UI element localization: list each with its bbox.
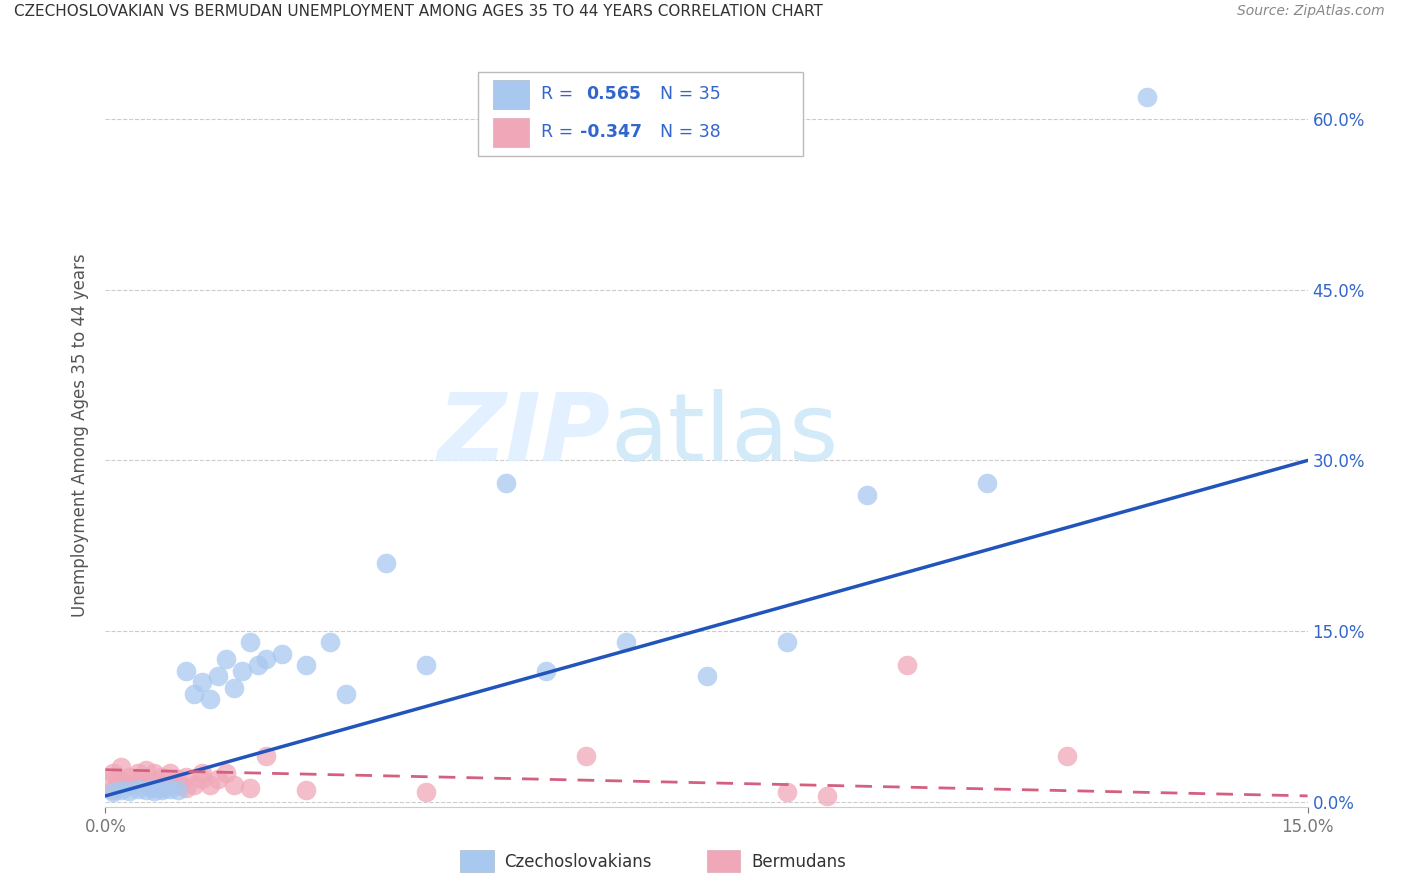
Point [534, 664, 557, 678]
Point [159, 766, 181, 780]
Point [254, 652, 277, 666]
Point [1056, 749, 1078, 764]
Point [103, 766, 125, 780]
Text: N = 35: N = 35 [648, 86, 720, 103]
Point [295, 658, 318, 673]
Point [127, 774, 149, 789]
Point [135, 783, 157, 797]
FancyBboxPatch shape [478, 72, 803, 155]
Point [415, 658, 437, 673]
Point [374, 556, 398, 570]
Point [159, 782, 181, 797]
Point [174, 780, 197, 795]
Bar [492, 80, 529, 109]
Point [110, 783, 132, 797]
Point [150, 780, 173, 795]
Point [183, 778, 205, 792]
Point [855, 487, 877, 501]
Point [159, 778, 181, 792]
Point [207, 772, 229, 786]
Point [103, 783, 125, 797]
Point [254, 749, 277, 764]
Point [150, 770, 173, 784]
Point [696, 669, 718, 683]
Point [214, 652, 236, 666]
Point [776, 785, 799, 799]
Point [222, 778, 245, 792]
Text: Bermudans: Bermudans [751, 853, 846, 871]
Point [776, 635, 799, 649]
Bar [492, 119, 529, 146]
Bar [707, 850, 740, 872]
Point [495, 476, 517, 491]
Point [976, 476, 998, 491]
Text: Source: ZipAtlas.com: Source: ZipAtlas.com [1237, 4, 1385, 19]
Point [896, 658, 918, 673]
Point [174, 770, 197, 784]
Point [110, 760, 132, 774]
Point [239, 780, 262, 795]
Point [616, 635, 638, 649]
Text: R =: R = [541, 86, 583, 103]
Point [107, 772, 129, 786]
Point [319, 635, 342, 649]
Point [815, 789, 838, 803]
Point [190, 766, 212, 780]
Text: ZIP: ZIP [437, 389, 610, 481]
Point [150, 783, 173, 797]
Text: Czechoslovakians: Czechoslovakians [505, 853, 652, 871]
Point [239, 635, 262, 649]
Point [166, 772, 188, 786]
Point [207, 669, 229, 683]
Point [270, 647, 292, 661]
Point [575, 749, 598, 764]
Text: 0.565: 0.565 [586, 86, 641, 103]
Text: R =: R = [541, 123, 578, 142]
Y-axis label: Unemployment Among Ages 35 to 44 years: Unemployment Among Ages 35 to 44 years [72, 253, 90, 616]
Text: CZECHOSLOVAKIAN VS BERMUDAN UNEMPLOYMENT AMONG AGES 35 TO 44 YEARS CORRELATION C: CZECHOSLOVAKIAN VS BERMUDAN UNEMPLOYMENT… [14, 4, 823, 20]
Point [118, 778, 141, 792]
Point [222, 681, 245, 695]
Point [335, 687, 357, 701]
Point [214, 766, 236, 780]
Point [166, 778, 188, 792]
Point [127, 766, 149, 780]
Point [142, 766, 165, 780]
Point [118, 784, 141, 798]
Point [415, 785, 437, 799]
Point [142, 784, 165, 798]
Point [198, 692, 221, 706]
Point [135, 763, 157, 777]
Point [198, 778, 221, 792]
Point [98, 774, 121, 789]
Text: -0.347: -0.347 [581, 123, 643, 142]
Point [246, 658, 269, 673]
Point [166, 783, 188, 797]
Point [103, 785, 125, 799]
Point [110, 774, 132, 789]
Point [231, 664, 253, 678]
Point [127, 782, 149, 797]
Point [1136, 89, 1159, 103]
Text: N = 38: N = 38 [648, 123, 720, 142]
Text: atlas: atlas [610, 389, 838, 481]
Point [174, 664, 197, 678]
Point [183, 687, 205, 701]
Point [142, 774, 165, 789]
Point [142, 780, 165, 795]
Point [135, 778, 157, 792]
Point [190, 772, 212, 786]
Point [118, 770, 141, 784]
Point [295, 783, 318, 797]
Bar [460, 850, 494, 872]
Point [190, 675, 212, 690]
